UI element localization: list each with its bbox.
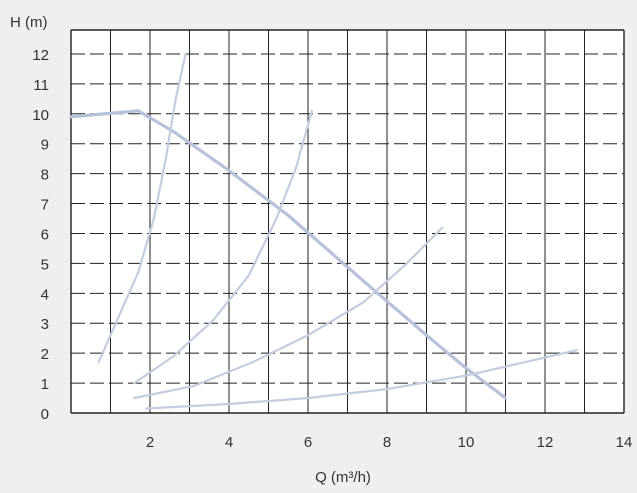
- y-tick-label: 9: [41, 137, 49, 154]
- y-tick-label: 3: [41, 316, 49, 333]
- system-curve: [133, 226, 444, 400]
- x-axis-label: Q (m³/h): [315, 469, 371, 486]
- y-tick-label: 12: [32, 47, 49, 64]
- y-tick-label: 1: [41, 376, 49, 393]
- y-axis-label: H (m): [10, 14, 48, 31]
- y-tick-label: 2: [41, 346, 49, 363]
- x-tick-label: 14: [616, 434, 633, 451]
- system-curve: [145, 349, 578, 410]
- y-tick-label: 5: [41, 256, 49, 273]
- x-tick-label: 10: [458, 434, 475, 451]
- grid: [70, 29, 625, 414]
- y-tick-label: 11: [33, 77, 49, 94]
- y-tick-label: 8: [41, 167, 49, 184]
- y-tick-label: 7: [41, 197, 49, 214]
- y-tick-label: 10: [32, 107, 49, 124]
- x-tick-label: 8: [383, 434, 391, 451]
- y-tick-label: 4: [41, 286, 49, 303]
- pump-curve: [69, 109, 508, 400]
- x-tick-label: 12: [537, 434, 554, 451]
- x-tick-label: 2: [146, 434, 154, 451]
- system-curve: [97, 52, 187, 364]
- x-tick-label: 6: [304, 434, 312, 451]
- curves: [69, 52, 578, 410]
- x-tick-label: 4: [225, 434, 233, 451]
- y-tick-label: 6: [41, 226, 49, 243]
- system-curve: [133, 109, 313, 385]
- y-tick-label: 0: [41, 406, 49, 423]
